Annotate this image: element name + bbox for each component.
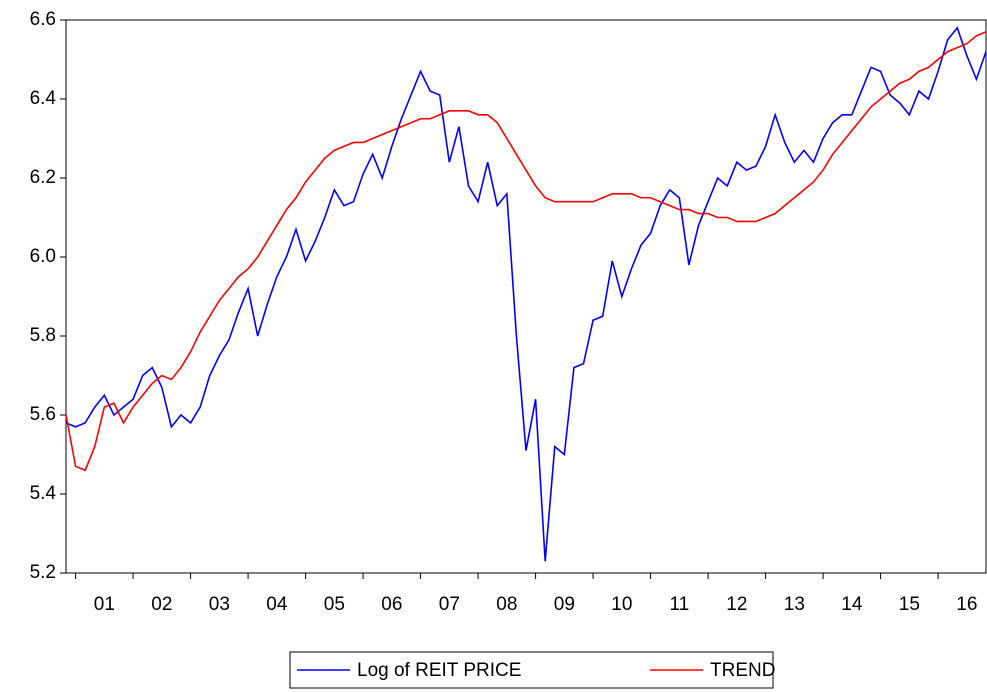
x-tick-label: 14 [841,594,863,615]
x-tick-label: 11 [669,594,689,615]
y-tick-label: 5.6 [30,404,56,425]
y-tick-label: 5.8 [30,325,56,346]
legend-label: Log of REIT PRICE [357,660,521,681]
legend-label: TREND [710,660,775,681]
series-line [65,26,987,562]
series-line [65,31,987,472]
x-tick-label: 01 [94,594,115,615]
x-tick-label: 09 [554,594,575,615]
x-tick-label: 07 [439,594,460,615]
x-tick-label: 13 [784,594,805,615]
x-tick-label: 04 [266,594,288,615]
x-tick-label: 16 [956,594,977,615]
x-tick-label: 10 [611,594,632,615]
y-tick-label: 6.2 [30,167,56,188]
y-tick-label: 6.0 [30,246,56,267]
x-tick-label: 06 [381,594,402,615]
x-tick-label: 08 [496,594,517,615]
x-tick-label: 12 [726,594,747,615]
y-tick-label: 5.4 [30,483,57,504]
x-tick-label: 15 [899,594,920,615]
y-tick-label: 5.2 [30,562,56,583]
plot-frame [65,19,987,574]
x-tick-label: 02 [151,594,172,615]
y-tick-label: 6.6 [30,9,56,30]
x-tick-label: 03 [209,594,230,615]
y-tick-label: 6.4 [30,88,57,109]
x-tick-label: 05 [324,594,345,615]
